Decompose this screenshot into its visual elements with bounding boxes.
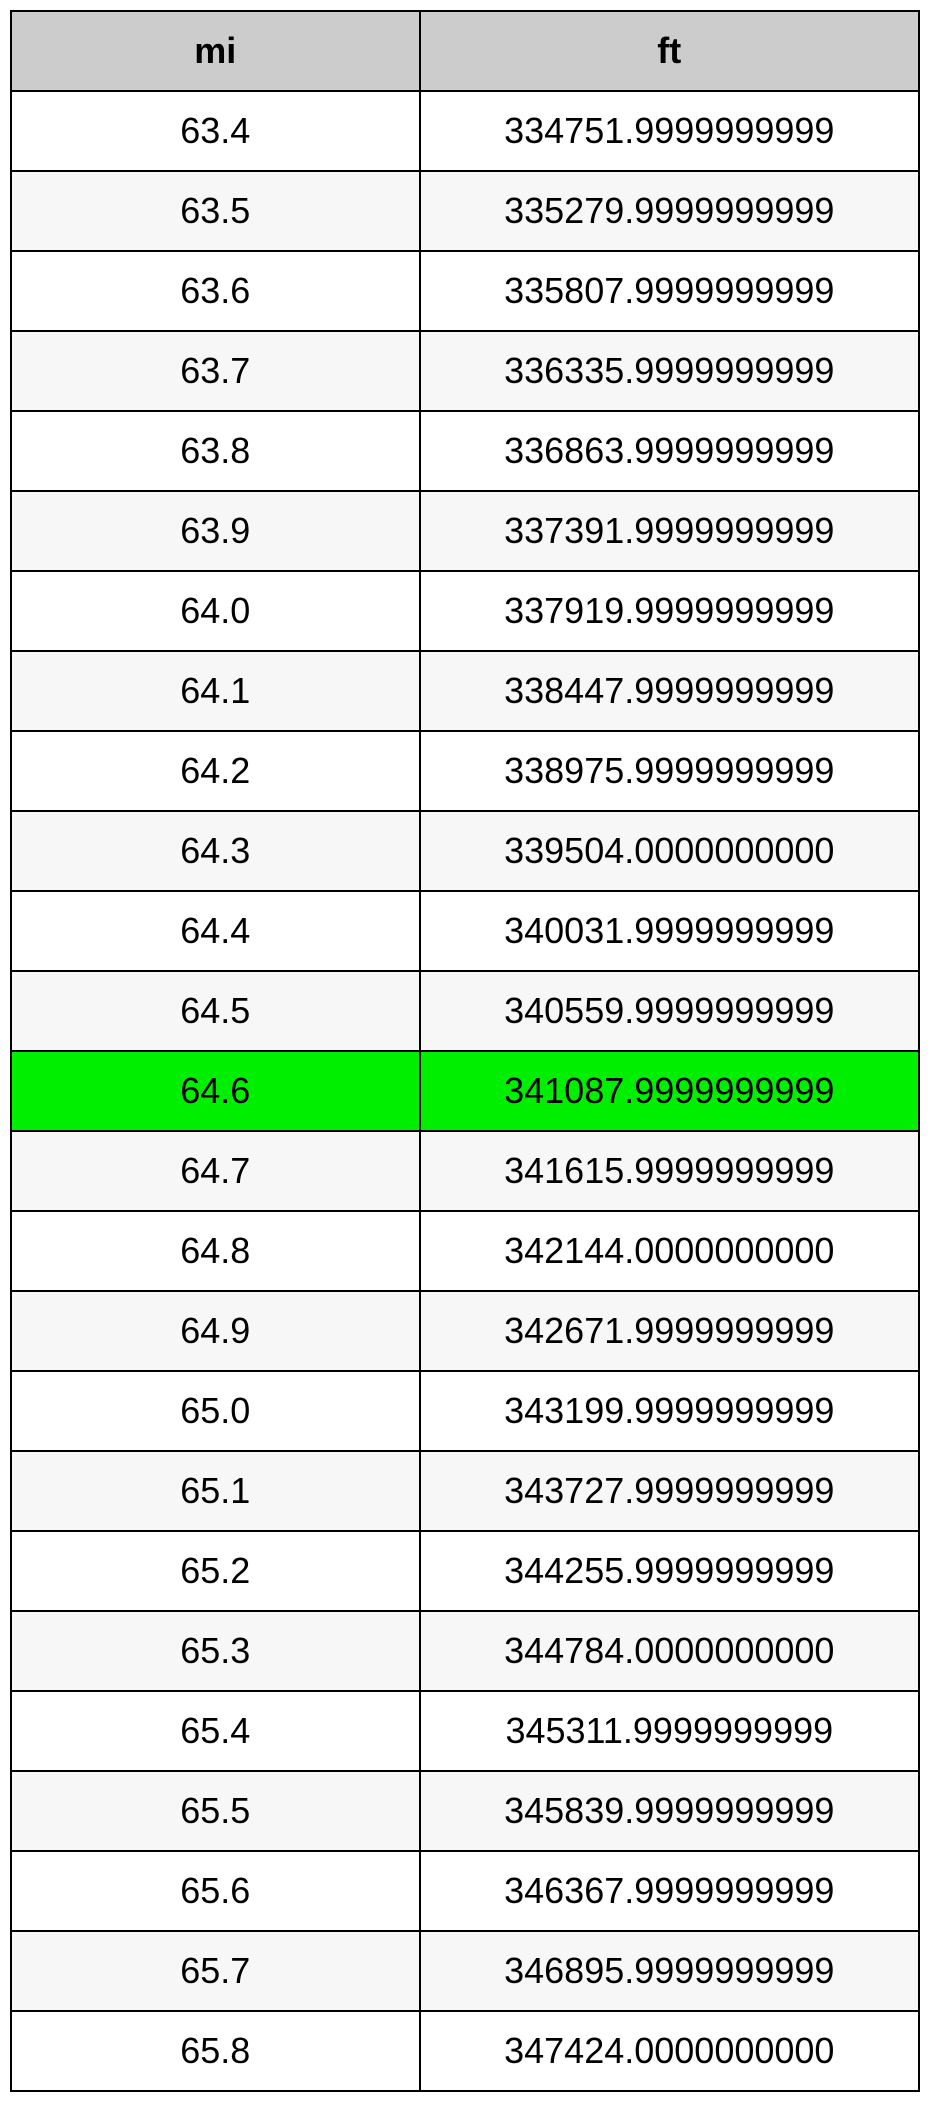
column-header-mi: mi [11,11,420,91]
cell-ft: 334751.9999999999 [420,91,919,171]
table-row: 63.5 335279.9999999999 [11,171,919,251]
cell-mi: 64.9 [11,1291,420,1371]
table-row: 64.0 337919.9999999999 [11,571,919,651]
table-row: 63.6 335807.9999999999 [11,251,919,331]
cell-mi: 64.5 [11,971,420,1051]
table-row: 65.7 346895.9999999999 [11,1931,919,2011]
table-row: 65.2 344255.9999999999 [11,1531,919,1611]
conversion-table: mi ft 63.4 334751.9999999999 63.5 335279… [10,10,920,2092]
table-row: 64.2 338975.9999999999 [11,731,919,811]
cell-mi: 64.6 [11,1051,420,1131]
cell-ft: 343199.9999999999 [420,1371,919,1451]
table-row: 64.7 341615.9999999999 [11,1131,919,1211]
cell-mi: 65.3 [11,1611,420,1691]
cell-mi: 64.3 [11,811,420,891]
table-row: 65.1 343727.9999999999 [11,1451,919,1531]
cell-ft: 341087.9999999999 [420,1051,919,1131]
table-row: 65.3 344784.0000000000 [11,1611,919,1691]
cell-ft: 344255.9999999999 [420,1531,919,1611]
table-row: 63.9 337391.9999999999 [11,491,919,571]
cell-ft: 338975.9999999999 [420,731,919,811]
cell-ft: 345839.9999999999 [420,1771,919,1851]
table-row-highlighted: 64.6 341087.9999999999 [11,1051,919,1131]
table-row: 65.8 347424.0000000000 [11,2011,919,2091]
table-row: 65.5 345839.9999999999 [11,1771,919,1851]
table-row: 64.1 338447.9999999999 [11,651,919,731]
cell-mi: 63.6 [11,251,420,331]
table-row: 64.5 340559.9999999999 [11,971,919,1051]
cell-mi: 65.4 [11,1691,420,1771]
table-body: 63.4 334751.9999999999 63.5 335279.99999… [11,91,919,2091]
cell-mi: 65.5 [11,1771,420,1851]
table-row: 65.4 345311.9999999999 [11,1691,919,1771]
cell-mi: 63.9 [11,491,420,571]
cell-ft: 336335.9999999999 [420,331,919,411]
cell-mi: 64.4 [11,891,420,971]
table-row: 63.4 334751.9999999999 [11,91,919,171]
table-row: 64.8 342144.0000000000 [11,1211,919,1291]
cell-ft: 340031.9999999999 [420,891,919,971]
cell-ft: 344784.0000000000 [420,1611,919,1691]
cell-ft: 335279.9999999999 [420,171,919,251]
cell-mi: 64.7 [11,1131,420,1211]
cell-mi: 65.7 [11,1931,420,2011]
cell-ft: 341615.9999999999 [420,1131,919,1211]
table-row: 65.6 346367.9999999999 [11,1851,919,1931]
cell-ft: 342144.0000000000 [420,1211,919,1291]
cell-mi: 65.0 [11,1371,420,1451]
cell-mi: 63.7 [11,331,420,411]
table-row: 63.7 336335.9999999999 [11,331,919,411]
cell-mi: 64.0 [11,571,420,651]
cell-ft: 338447.9999999999 [420,651,919,731]
table-row: 64.4 340031.9999999999 [11,891,919,971]
cell-ft: 336863.9999999999 [420,411,919,491]
cell-ft: 339504.0000000000 [420,811,919,891]
cell-ft: 337391.9999999999 [420,491,919,571]
table-row: 63.8 336863.9999999999 [11,411,919,491]
table-header-row: mi ft [11,11,919,91]
cell-mi: 63.8 [11,411,420,491]
cell-mi: 63.5 [11,171,420,251]
cell-ft: 335807.9999999999 [420,251,919,331]
cell-ft: 343727.9999999999 [420,1451,919,1531]
cell-ft: 345311.9999999999 [420,1691,919,1771]
cell-mi: 65.6 [11,1851,420,1931]
cell-ft: 346367.9999999999 [420,1851,919,1931]
cell-mi: 64.2 [11,731,420,811]
cell-ft: 342671.9999999999 [420,1291,919,1371]
cell-ft: 347424.0000000000 [420,2011,919,2091]
cell-mi: 65.2 [11,1531,420,1611]
table-row: 64.9 342671.9999999999 [11,1291,919,1371]
cell-mi: 64.8 [11,1211,420,1291]
cell-mi: 64.1 [11,651,420,731]
table-row: 65.0 343199.9999999999 [11,1371,919,1451]
cell-mi: 65.8 [11,2011,420,2091]
cell-ft: 340559.9999999999 [420,971,919,1051]
column-header-ft: ft [420,11,919,91]
table-row: 64.3 339504.0000000000 [11,811,919,891]
cell-mi: 63.4 [11,91,420,171]
cell-mi: 65.1 [11,1451,420,1531]
cell-ft: 337919.9999999999 [420,571,919,651]
cell-ft: 346895.9999999999 [420,1931,919,2011]
